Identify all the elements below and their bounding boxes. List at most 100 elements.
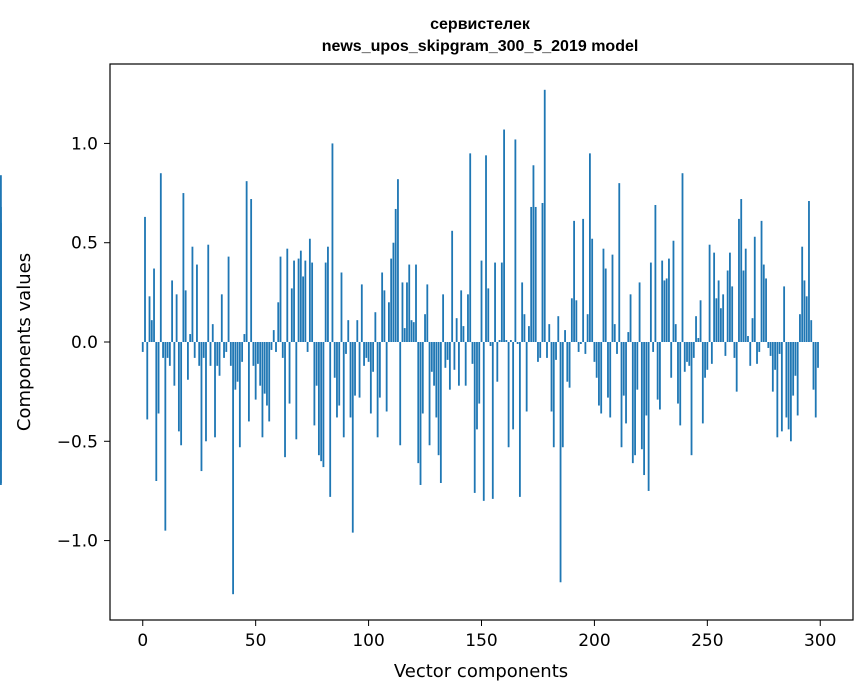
bar-249 bbox=[704, 342, 706, 378]
bar-158 bbox=[498, 340, 501, 342]
bar-143 bbox=[464, 342, 467, 386]
bar-155 bbox=[491, 342, 494, 499]
bar-156 bbox=[494, 262, 496, 342]
bar-20 bbox=[187, 342, 189, 380]
bar-296 bbox=[810, 320, 813, 342]
x-tick-label: 100 bbox=[352, 631, 384, 651]
bar-135 bbox=[446, 342, 449, 360]
bar-18 bbox=[182, 193, 185, 342]
bar-243 bbox=[690, 342, 693, 456]
bar-159 bbox=[500, 262, 503, 342]
bar-218 bbox=[634, 342, 636, 456]
bar-52 bbox=[259, 342, 262, 386]
bar-279 bbox=[771, 342, 774, 392]
bar-254 bbox=[715, 298, 718, 342]
bar-176 bbox=[539, 342, 542, 358]
bar-179 bbox=[546, 342, 548, 358]
bar-273 bbox=[758, 342, 761, 352]
bar-63 bbox=[284, 342, 286, 458]
bar-39 bbox=[229, 342, 232, 366]
bar-29 bbox=[207, 244, 210, 342]
bar-94 bbox=[354, 342, 356, 396]
bar-138 bbox=[453, 342, 456, 370]
bar-219 bbox=[636, 342, 639, 390]
bar-270 bbox=[751, 318, 754, 342]
bar-188 bbox=[566, 342, 569, 382]
bar-276 bbox=[765, 278, 767, 342]
bar-204 bbox=[602, 248, 605, 342]
x-axis-label: Vector components bbox=[394, 661, 568, 682]
bar-286 bbox=[787, 342, 790, 430]
bar-265 bbox=[740, 199, 743, 342]
bar-190 bbox=[570, 298, 573, 342]
bar-119 bbox=[410, 320, 413, 342]
bar-73 bbox=[306, 342, 309, 352]
bar-287 bbox=[789, 342, 792, 442]
x-tick-label: 250 bbox=[691, 631, 723, 651]
bar-57 bbox=[270, 342, 273, 350]
bar-150 bbox=[480, 260, 483, 342]
x-tick-label: 200 bbox=[578, 631, 610, 651]
bar-15 bbox=[175, 294, 178, 342]
bar-186 bbox=[561, 342, 564, 448]
bar-185 bbox=[559, 342, 562, 583]
bar-16 bbox=[177, 342, 180, 432]
x-tick-label: 300 bbox=[804, 631, 836, 651]
bar-131 bbox=[437, 342, 440, 456]
bar-295 bbox=[808, 201, 810, 342]
bar-126 bbox=[426, 284, 429, 342]
bar-40 bbox=[232, 342, 234, 595]
bar-207 bbox=[609, 342, 612, 418]
bar-110 bbox=[390, 258, 393, 342]
bar-164 bbox=[512, 342, 515, 430]
bar-258 bbox=[724, 342, 727, 356]
bar-165 bbox=[514, 139, 517, 342]
bar-undefined bbox=[0, 206, 2, 342]
bar-35 bbox=[220, 294, 223, 342]
bar-22 bbox=[191, 246, 194, 342]
bar-274 bbox=[760, 220, 763, 342]
bar-182 bbox=[552, 342, 555, 448]
bar-118 bbox=[408, 264, 411, 342]
bar-181 bbox=[550, 342, 553, 412]
bar-64 bbox=[286, 248, 289, 342]
bar-192 bbox=[575, 300, 578, 342]
bar-125 bbox=[424, 314, 426, 342]
bar-6 bbox=[155, 342, 158, 481]
bar-149 bbox=[478, 342, 481, 404]
bar-203 bbox=[600, 342, 603, 414]
bar-71 bbox=[302, 276, 304, 342]
bar-289 bbox=[794, 342, 797, 376]
bar-250 bbox=[706, 342, 709, 370]
bar-7 bbox=[157, 342, 160, 414]
bar-103 bbox=[374, 312, 377, 342]
bar-30 bbox=[209, 342, 212, 366]
bar-28 bbox=[205, 342, 207, 442]
bar-91 bbox=[347, 320, 350, 342]
bar-173 bbox=[532, 165, 535, 342]
bar-210 bbox=[616, 342, 618, 354]
bar-11 bbox=[166, 342, 169, 358]
bar-113 bbox=[397, 179, 399, 342]
bar-78 bbox=[317, 342, 320, 456]
bar-48 bbox=[250, 199, 253, 342]
bar-140 bbox=[458, 342, 460, 386]
bar-237 bbox=[677, 342, 679, 404]
bar-26 bbox=[200, 342, 203, 472]
bar-80 bbox=[322, 342, 325, 468]
bar-161 bbox=[505, 340, 508, 342]
bar-213 bbox=[622, 342, 625, 396]
bar-0 bbox=[141, 342, 144, 352]
bar-197 bbox=[586, 314, 589, 342]
bar-278 bbox=[769, 342, 772, 356]
bar-129 bbox=[433, 342, 435, 386]
bar-263 bbox=[735, 342, 738, 392]
bar-146 bbox=[471, 342, 474, 364]
bar-133 bbox=[442, 294, 445, 342]
y-tick-label: 0.0 bbox=[71, 333, 98, 353]
bar-10 bbox=[164, 342, 167, 531]
bar-34 bbox=[218, 342, 221, 376]
bar-134 bbox=[444, 342, 447, 368]
bar-256 bbox=[719, 308, 722, 342]
